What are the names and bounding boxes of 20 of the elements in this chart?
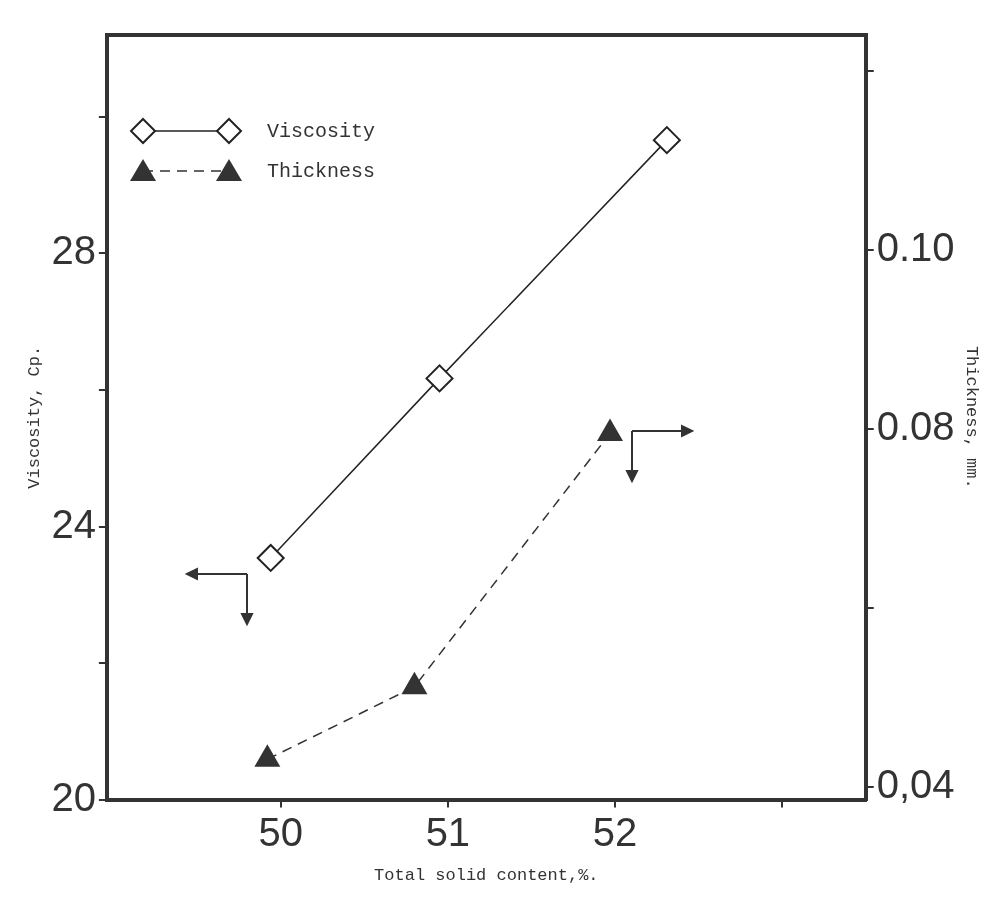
x-tick-label: 51 bbox=[425, 809, 471, 854]
y2-tick-label: 0.10 bbox=[876, 224, 955, 269]
x-tick-label: 52 bbox=[592, 809, 638, 854]
legend-label: Thickness bbox=[266, 159, 375, 183]
y2-tick-label: 0,04 bbox=[876, 762, 955, 807]
y-axis-title: Viscosity, Cp. bbox=[24, 345, 44, 489]
point bbox=[652, 126, 681, 155]
y-tick-label: 24 bbox=[51, 501, 96, 546]
y2-tick-label: 0.08 bbox=[876, 403, 955, 448]
x-tick-label: 50 bbox=[258, 809, 303, 854]
point bbox=[255, 745, 280, 767]
point bbox=[256, 543, 285, 572]
y2-axis-title: Thickness, mm. bbox=[962, 345, 982, 489]
y-tick-label: 20 bbox=[51, 774, 96, 819]
legend-label: Viscosity bbox=[266, 119, 375, 143]
point bbox=[597, 419, 623, 441]
point bbox=[402, 672, 427, 695]
point bbox=[425, 364, 454, 393]
x-axis-title: Total solid content,%. bbox=[374, 866, 599, 886]
y-tick-label: 28 bbox=[51, 228, 96, 273]
